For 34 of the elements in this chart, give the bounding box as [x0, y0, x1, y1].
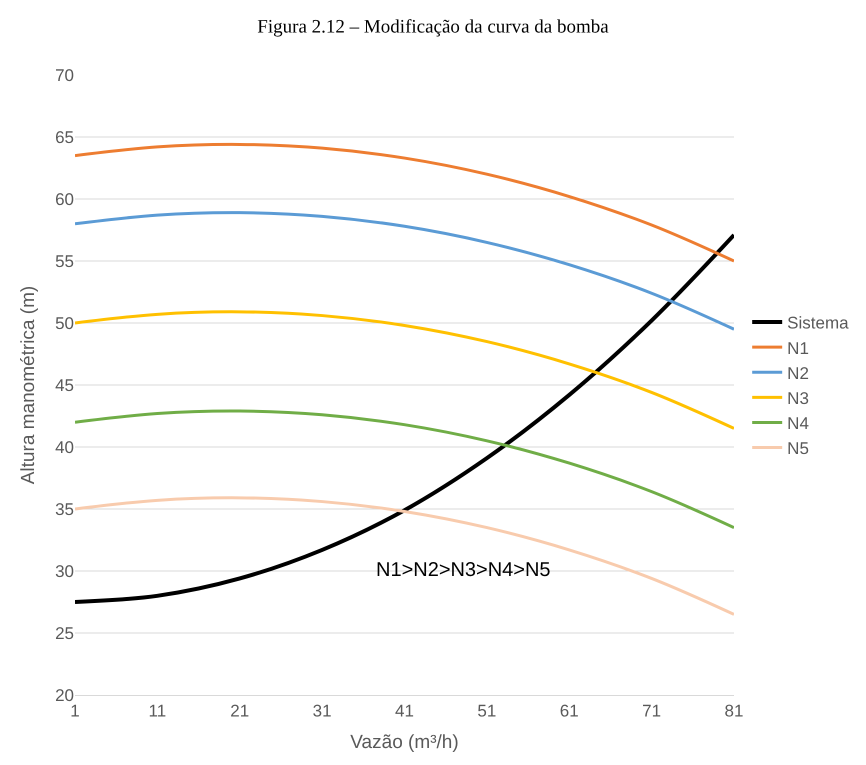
legend-label: N5	[787, 439, 809, 458]
x-tick-label: 61	[560, 701, 579, 720]
y-tick-label: 55	[55, 252, 74, 271]
line-series	[75, 142, 734, 262]
x-tick-label: 21	[230, 701, 250, 720]
x-tick-label: 41	[395, 701, 414, 720]
y-axis-title: Altura manométrica (m)	[18, 286, 39, 484]
y-tick-label: 60	[55, 190, 74, 209]
chart-title: Figura 2.12 – Modificação da curva da bomba	[257, 16, 610, 38]
line-series	[75, 410, 734, 530]
x-axis-title: Vazão (m³/h)	[350, 732, 459, 754]
y-tick-label: 70	[55, 66, 74, 85]
legend-label: N2	[787, 364, 809, 383]
x-tick-label: 11	[148, 701, 166, 720]
y-tick-label: 45	[55, 376, 74, 395]
y-tick-label: 50	[55, 314, 74, 333]
legend-label: N1	[787, 338, 809, 358]
x-tick-label: 51	[477, 701, 496, 720]
y-tick-label: 65	[55, 128, 74, 147]
legend-label: N3	[787, 388, 809, 408]
y-tick-label: 35	[55, 500, 74, 519]
line-series	[75, 310, 734, 430]
legend-label: N4	[787, 414, 809, 434]
line-series	[75, 232, 734, 604]
line-series	[75, 211, 734, 331]
x-tick-label: 81	[724, 701, 744, 720]
annotation: N1>N2>N3>N4>N5	[376, 559, 551, 581]
y-tick-label: 40	[55, 438, 74, 457]
y-tick-label: 30	[55, 562, 74, 581]
y-tick-label: 25	[55, 624, 74, 643]
legend-label: Sistema	[787, 314, 850, 333]
x-tick-label: 71	[642, 701, 662, 720]
x-tick-label: 31	[312, 701, 332, 720]
line-series	[75, 496, 734, 616]
